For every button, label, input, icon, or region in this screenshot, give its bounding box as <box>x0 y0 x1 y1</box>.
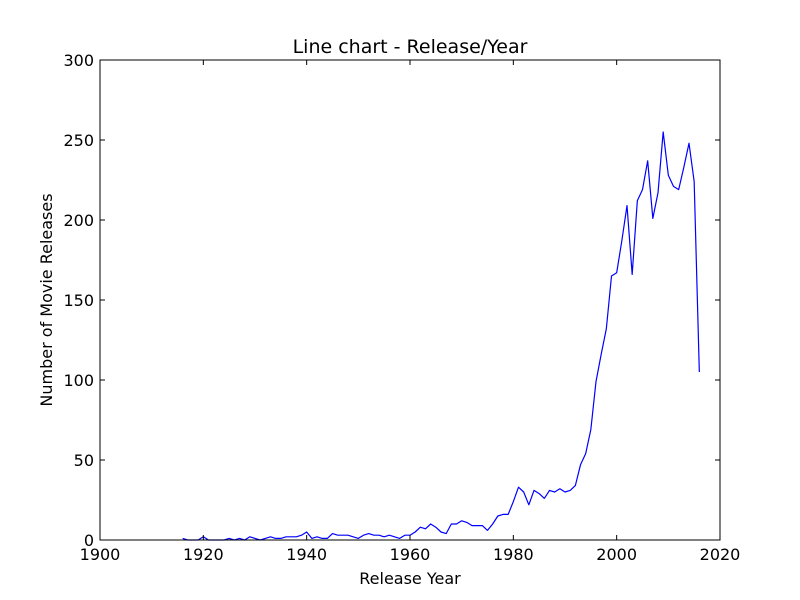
y-tick-label: 300 <box>63 51 94 70</box>
y-tick-label: 50 <box>74 451 94 470</box>
x-tick-label: 1960 <box>390 545 431 564</box>
x-tick-label: 2020 <box>700 545 741 564</box>
x-tick-label: 1940 <box>286 545 327 564</box>
y-axis-title: Number of Movie Releases <box>37 193 56 406</box>
x-tick-label: 1920 <box>183 545 224 564</box>
y-tick-label: 0 <box>84 531 94 550</box>
series-layer <box>182 131 700 541</box>
x-tick-label: 1980 <box>493 545 534 564</box>
y-tick-label: 150 <box>63 291 94 310</box>
y-tick-label: 200 <box>63 211 94 230</box>
y-axis-ticks: 0 50 100 150 200 250 300 <box>63 51 720 550</box>
x-tick-label: 2000 <box>596 545 637 564</box>
chart-title: Line chart - Release/Year <box>293 36 528 58</box>
x-axis-ticks: 1900 1920 1940 1960 1980 2000 2020 <box>80 60 741 564</box>
x-tick-label: 1900 <box>80 545 121 564</box>
plot-background <box>100 60 720 540</box>
series-line-0 <box>182 131 700 541</box>
x-axis-title: Release Year <box>359 569 461 588</box>
y-tick-label: 100 <box>63 371 94 390</box>
plot-area <box>100 60 720 540</box>
y-tick-label: 250 <box>63 131 94 150</box>
